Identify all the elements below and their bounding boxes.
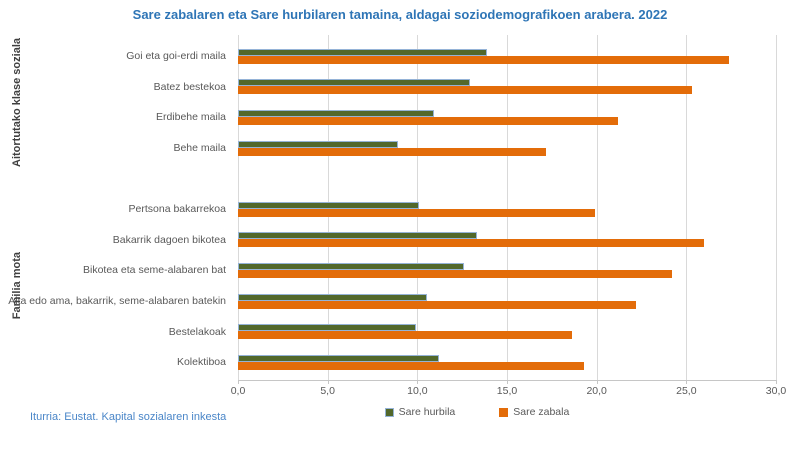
bar-row (238, 286, 776, 317)
bar-sare-zabala (238, 361, 585, 370)
bar-sare-zabala (238, 269, 672, 278)
bar-row (238, 255, 776, 286)
legend: Sare hurbila Sare zabala (208, 406, 746, 418)
axis-tick (417, 380, 419, 384)
axis-tick (686, 380, 688, 384)
group-label: Familia mota (4, 194, 30, 378)
category-label: Bestelakoak (168, 325, 226, 338)
bar-row (238, 102, 776, 133)
x-tick-label: 5,0 (320, 385, 335, 397)
category-label: Behe maila (173, 142, 226, 155)
chart-title: Sare zabalaren eta Sare hurbilaren tamai… (132, 7, 668, 22)
bar-sare-zabala (238, 86, 692, 95)
bar-sare-zabala (238, 147, 547, 156)
axis-tick (776, 380, 777, 384)
axis-tick (327, 380, 329, 384)
group-label: Aitortutako klase soziala (4, 38, 30, 167)
category-label: Aita edo ama, bakarrik, seme-alabaren ba… (8, 295, 226, 308)
bar-sare-hurbila (238, 140, 398, 148)
bar-sare-zabala (238, 300, 637, 309)
category-label: Batez bestekoa (153, 80, 226, 93)
category-label: Bikotea eta seme-alabaren bat (82, 264, 226, 277)
legend-swatch-sare-zabala-icon (499, 407, 509, 417)
x-tick-label: 30,0 (765, 385, 787, 397)
bar-sare-hurbila (238, 324, 416, 332)
gridline (776, 35, 777, 380)
category-label: Pertsona bakarrekoa (128, 203, 226, 216)
legend-swatch-sare-hurbila-icon (384, 407, 394, 417)
legend-item-sare-hurbila: Sare hurbila (384, 406, 456, 418)
category-label: Goi eta goi-erdi maila (126, 50, 226, 63)
group-label-text: Familia mota (11, 252, 23, 320)
x-tick-label: 25,0 (676, 385, 697, 397)
x-axis-line (238, 380, 776, 381)
legend-label-sare-zabala: Sare zabala (513, 406, 570, 418)
category-label: Bakarrik dagoen bikotea (112, 233, 226, 246)
bar-sare-zabala (238, 208, 595, 217)
bar-sare-hurbila (238, 262, 465, 270)
bar-sare-hurbila (238, 232, 477, 240)
bar-sare-hurbila (238, 201, 420, 209)
axis-tick (596, 380, 598, 384)
group-label-text: Aitortutako klase soziala (11, 37, 23, 167)
bar-row (238, 225, 776, 256)
category-label: Erdibehe maila (155, 111, 226, 124)
bar-row (238, 194, 776, 225)
bar-sare-hurbila (238, 48, 488, 56)
axis-tick (507, 380, 508, 384)
legend-label-sare-hurbila: Sare hurbila (398, 406, 456, 418)
bar-sare-zabala (238, 331, 572, 340)
bar-sare-hurbila (238, 109, 434, 117)
category-label: Kolektiboa (176, 356, 226, 369)
bar-row (238, 316, 776, 347)
bar-row (238, 41, 776, 72)
legend-item-sare-zabala: Sare zabala (499, 406, 569, 418)
gridline (686, 35, 688, 380)
gridline (507, 35, 508, 380)
x-tick-label: 10,0 (407, 385, 428, 397)
bar-row (238, 72, 776, 103)
axis-tick (238, 380, 239, 384)
source-note: Iturria: Eustat. Kapital sozialaren inke… (30, 411, 227, 423)
x-tick-label: 0,0 (230, 385, 246, 397)
x-tick-label: 20,0 (586, 385, 607, 397)
bar-sare-zabala (238, 55, 730, 64)
bar-sare-zabala (238, 116, 619, 125)
bar-sare-hurbila (238, 293, 427, 301)
bar-sare-zabala (238, 239, 705, 248)
bar-sare-hurbila (238, 79, 470, 87)
bar-row (238, 347, 776, 378)
bar-sare-hurbila (238, 354, 440, 362)
x-tick-label: 15,0 (496, 385, 518, 397)
bar-row (238, 133, 776, 164)
gridline (596, 35, 598, 380)
